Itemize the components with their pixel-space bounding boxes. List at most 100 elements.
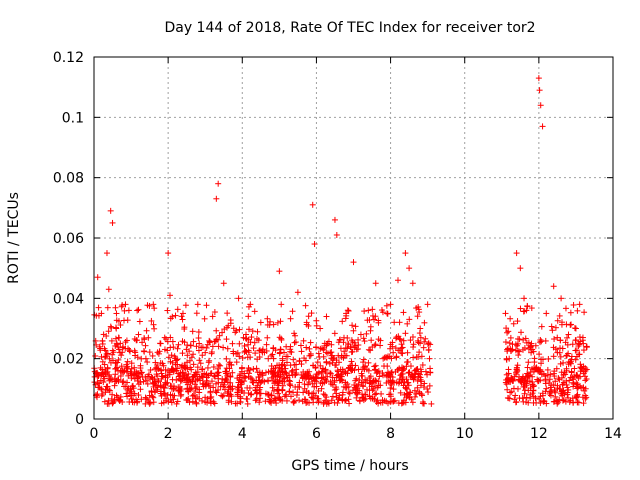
data-point xyxy=(537,393,544,400)
data-point xyxy=(538,371,545,378)
data-point xyxy=(236,326,243,333)
data-point xyxy=(411,367,418,374)
data-point xyxy=(128,365,135,372)
data-point xyxy=(224,390,231,397)
data-point xyxy=(190,351,197,358)
data-point xyxy=(384,363,391,370)
data-point xyxy=(108,337,115,344)
data-point xyxy=(110,399,117,406)
data-point xyxy=(158,370,165,377)
data-point xyxy=(396,365,403,372)
data-point xyxy=(207,389,214,396)
data-point xyxy=(551,336,558,343)
data-point xyxy=(206,337,213,344)
data-point xyxy=(424,385,431,392)
data-point xyxy=(181,364,188,371)
data-point xyxy=(119,379,126,386)
data-point xyxy=(111,382,118,389)
data-point xyxy=(508,388,515,395)
data-point xyxy=(562,339,569,346)
data-point xyxy=(533,399,540,406)
data-point xyxy=(119,302,126,309)
data-point xyxy=(396,319,403,326)
data-point xyxy=(369,312,376,319)
data-point xyxy=(181,324,188,331)
data-point xyxy=(406,265,413,272)
data-point xyxy=(386,353,393,360)
data-point xyxy=(168,352,175,359)
data-point xyxy=(200,380,207,387)
data-point xyxy=(179,316,186,323)
data-point xyxy=(387,301,394,308)
data-point xyxy=(208,378,215,385)
data-point xyxy=(202,394,209,401)
data-point xyxy=(163,336,170,343)
data-point xyxy=(328,341,335,348)
data-point xyxy=(215,343,222,350)
data-point xyxy=(216,332,223,339)
data-point xyxy=(179,369,186,376)
data-point xyxy=(349,322,356,329)
data-point xyxy=(234,400,241,407)
data-point xyxy=(574,307,581,314)
data-point xyxy=(507,315,514,322)
data-point xyxy=(296,397,303,404)
data-point xyxy=(104,383,111,390)
data-point xyxy=(371,391,378,398)
data-point xyxy=(565,358,572,365)
data-point xyxy=(218,392,225,399)
data-point xyxy=(424,301,431,308)
data-point xyxy=(211,372,218,379)
data-point xyxy=(284,353,291,360)
data-point xyxy=(137,362,144,369)
data-point xyxy=(316,353,323,360)
data-point xyxy=(221,326,228,333)
data-point xyxy=(377,337,384,344)
data-point xyxy=(415,306,422,313)
data-point xyxy=(427,369,434,376)
data-point xyxy=(395,333,402,340)
data-point xyxy=(505,366,512,373)
data-point xyxy=(123,390,130,397)
data-point xyxy=(365,359,372,366)
data-point xyxy=(184,366,191,373)
data-point xyxy=(230,325,237,332)
data-point xyxy=(571,365,578,372)
data-point xyxy=(222,368,229,375)
y-tick-label: 0 xyxy=(75,412,84,428)
data-point xyxy=(164,374,171,381)
data-point xyxy=(559,397,566,404)
data-point xyxy=(151,305,158,312)
data-point xyxy=(562,371,569,378)
data-point xyxy=(245,390,252,397)
data-point xyxy=(220,344,227,351)
data-point xyxy=(572,337,579,344)
y-tick-label: 0.06 xyxy=(53,231,84,247)
data-point xyxy=(289,367,296,374)
data-point xyxy=(405,379,412,386)
data-point xyxy=(182,302,189,309)
data-point xyxy=(269,384,276,391)
data-point xyxy=(384,354,391,361)
data-point xyxy=(507,378,514,385)
data-point xyxy=(550,344,557,351)
data-point xyxy=(425,389,432,396)
data-point xyxy=(184,359,191,366)
data-point xyxy=(341,334,348,341)
data-point xyxy=(306,399,313,406)
data-point xyxy=(359,391,366,398)
data-point xyxy=(301,385,308,392)
data-point xyxy=(144,380,151,387)
data-point xyxy=(227,379,234,386)
data-point xyxy=(362,362,369,369)
data-point xyxy=(102,354,109,361)
data-point xyxy=(111,396,118,403)
data-point xyxy=(236,353,243,360)
data-point xyxy=(142,342,149,349)
data-point xyxy=(268,362,275,369)
data-point xyxy=(372,341,379,348)
data-point xyxy=(542,377,549,384)
data-point xyxy=(389,339,396,346)
data-point xyxy=(102,386,109,393)
data-point xyxy=(543,310,550,317)
